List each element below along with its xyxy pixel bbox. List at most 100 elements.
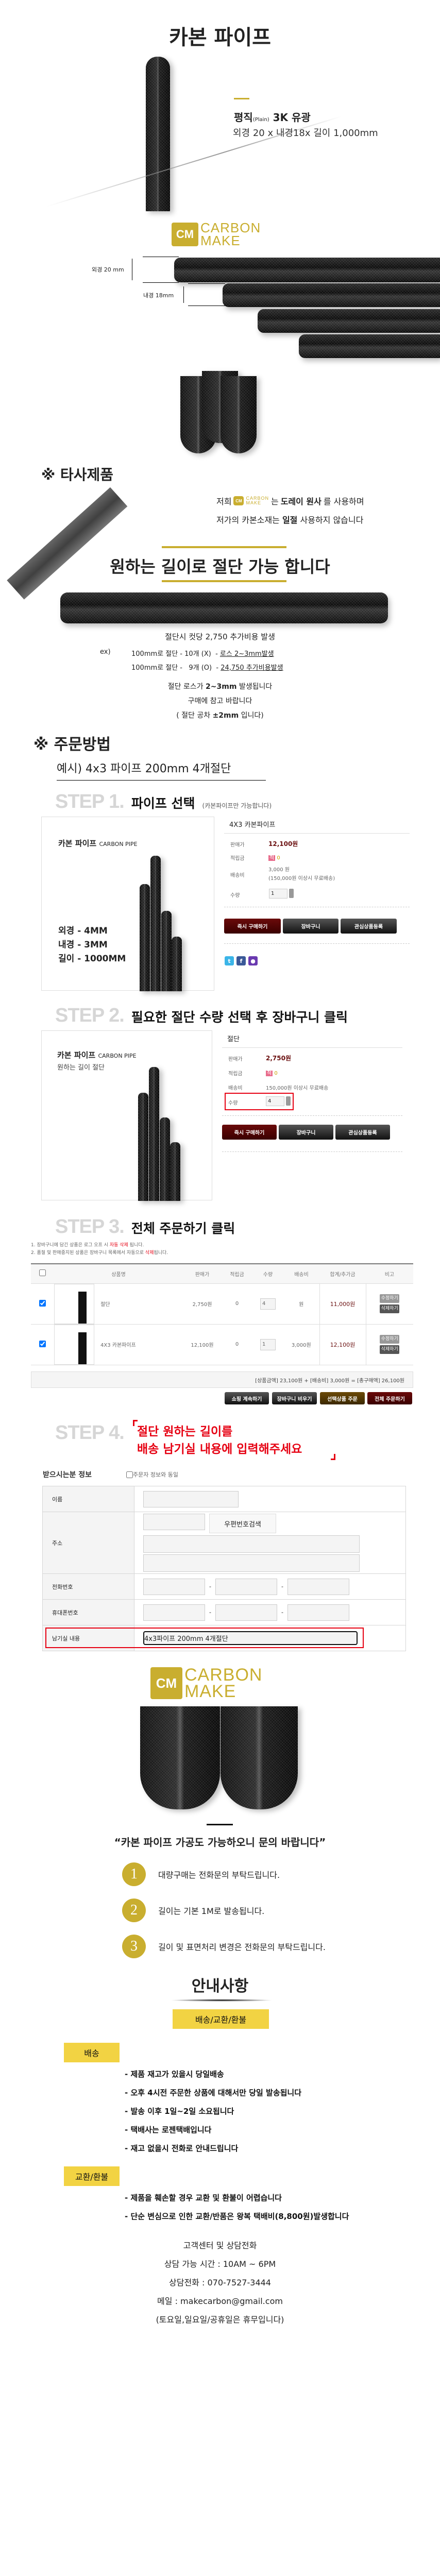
quantity-label: 수량 (230, 893, 240, 899)
price-label: 판매가 (230, 842, 245, 848)
contact-holiday: (토요일,일요일/공휴일은 휴무입니다) (156, 2315, 284, 2325)
contact-hours: 상담 가능 시간 : 10AM ~ 6PM (164, 2259, 276, 2269)
col-header: 배송비 (283, 1264, 319, 1284)
empty-cart-button[interactable]: 장바구니 비우기 (272, 1392, 317, 1404)
step-title: 파이프 선택 (131, 796, 195, 811)
spec-weave: 평직 (234, 111, 253, 124)
same-as-orderer-checkbox[interactable] (126, 1471, 133, 1478)
zipcode-input[interactable] (143, 1514, 205, 1530)
product-image-box: 카본 파이프 CARBON PIPE 원하는 길이 절단 (41, 1030, 212, 1201)
row-qty-input[interactable]: 1 (260, 1338, 276, 1350)
bracket-open (133, 1420, 138, 1426)
order-heading: ※ 주문방법 (33, 736, 111, 754)
quantity-stepper[interactable] (289, 889, 294, 898)
row-checkbox[interactable] (39, 1299, 46, 1307)
step-title: 전체 주문하기 클릭 (131, 1221, 235, 1236)
inline-logo: CM CARBON MAKE (233, 496, 269, 505)
logo-text-top: CARBON (184, 1665, 263, 1685)
drilled-pipe-image (140, 1706, 220, 1809)
logo-text-top: CARBON (246, 496, 269, 501)
buy-now-button[interactable]: 즉시 구매하기 (224, 919, 281, 934)
points-label: 적립금 (228, 1071, 243, 1077)
add-to-cart-button[interactable]: 장바구니 (279, 1125, 333, 1140)
mobile-input-3[interactable] (287, 1604, 349, 1621)
address-detail-input[interactable] (143, 1554, 360, 1572)
name-label: 이름 (42, 1486, 134, 1512)
logo-mark: CM (150, 1667, 182, 1700)
info-item: 3 길이 및 표면처리 변경은 전화문의 부탁드립니다. (122, 1935, 326, 1958)
spec-weave-en: (Plain) (252, 117, 269, 123)
step-number: STEP 3. (55, 1216, 125, 1238)
facebook-icon[interactable]: f (236, 956, 246, 965)
shipping-item: - 제품 재고가 있을시 당일배송 (125, 2070, 224, 2079)
wishlist-button[interactable]: 관심상품등록 (335, 1125, 390, 1140)
phone-input-3[interactable] (287, 1578, 349, 1595)
step-number: STEP 2. (55, 1005, 125, 1026)
image-title: 카본 파이프 (57, 1050, 96, 1060)
row-points: 0 (222, 1283, 252, 1325)
drilled-pipe-image (221, 1706, 298, 1809)
product-image-box: 카본 파이프 CARBON PIPE 외경 - 4MM 내경 - 3MM 길이 - … (41, 817, 214, 991)
row-checkbox[interactable] (39, 1340, 46, 1347)
address-input[interactable] (143, 1535, 360, 1553)
notice-tab: 배송/교환/환불 (173, 2009, 269, 2029)
row-name[interactable]: 4X3 카본파이프 (100, 1343, 136, 1348)
info-text: 대량구매는 전화문의 부탁드립니다. (158, 1870, 280, 1880)
text: 입니다) (241, 711, 264, 720)
phone-input-1[interactable] (143, 1578, 205, 1595)
text: 로스 2~3mm발생 (219, 650, 274, 658)
spec-finish: 3K 유광 (273, 111, 311, 124)
points-badge: 적 (266, 1071, 273, 1076)
brand-logo: CM CARBON MAKE (150, 1665, 263, 1700)
select-all-checkbox[interactable] (39, 1269, 46, 1277)
phone-input-2[interactable] (215, 1578, 277, 1595)
delete-button[interactable]: 삭제하기 (380, 1345, 400, 1354)
text: 100mm로 절단 - 9개 (O) (131, 664, 212, 672)
step-4-title: 절단 원하는 길이를 배송 남기실 내용에 입력해주세요 (137, 1423, 302, 1458)
wishlist-button[interactable]: 관심상품등록 (341, 919, 397, 934)
twitter-icon[interactable]: t (225, 956, 234, 965)
image-title-en: CARBON PIPE (98, 1053, 137, 1059)
outer-diameter-label: 외경 20 mm (92, 266, 124, 273)
continue-shopping-button[interactable]: 쇼핑 계속하기 (225, 1392, 269, 1404)
contact-title: 고객센터 및 상담전화 (183, 2241, 257, 2250)
mobile-input-1[interactable] (143, 1604, 205, 1621)
shipping-label: 배송비 (228, 1086, 243, 1091)
name-input[interactable] (143, 1490, 239, 1507)
order-all-button[interactable]: 전체 주문하기 (367, 1392, 412, 1404)
mobile-input-2[interactable] (215, 1604, 277, 1621)
inner-diameter-label: 내경 18mm (143, 292, 174, 299)
row-name[interactable]: 절단 (100, 1302, 110, 1308)
refund-badge: 교환/환불 (64, 2166, 120, 2186)
gold-rule (162, 546, 286, 548)
shipping-value: 150,000원 이상시 무료배송 (266, 1086, 329, 1091)
cut-pipe-image (60, 592, 388, 623)
logo-mark: CM (233, 496, 244, 505)
quantity-input[interactable]: 1 (269, 889, 287, 899)
add-to-cart-button[interactable]: 장바구니 (283, 919, 339, 934)
memo-input[interactable]: 4x3파이프 200mm 4개절단 (143, 1631, 358, 1645)
pipe (160, 1117, 170, 1201)
step-subtitle: (카본파이프만 가능합니다) (202, 802, 272, 809)
quantity-stepper[interactable] (286, 1096, 291, 1106)
edit-button[interactable]: 수정하기 (380, 1335, 400, 1344)
memo-label: 남기실 내용 (42, 1625, 134, 1651)
table-row: 절단 2,750원 0 4 원 11,000원 수정하기 삭제하기 (31, 1283, 413, 1325)
refund-item: - 제품을 훼손할 경우 교환 및 환불이 어렵습니다 (125, 2193, 282, 2202)
step-2-header: STEP 2. 필요한 절단 수량 선택 후 장바구니 클릭 (55, 1005, 348, 1027)
talk-icon[interactable]: ● (248, 956, 258, 965)
same-as-orderer[interactable]: 주문자 정보와 동일 (126, 1470, 178, 1479)
delete-button[interactable]: 삭제하기 (380, 1304, 400, 1313)
row-qty-input[interactable]: 4 (260, 1298, 276, 1310)
edit-button[interactable]: 수정하기 (380, 1294, 400, 1303)
number-badge-icon: 2 (122, 1899, 146, 1922)
pipe-4 (299, 334, 440, 358)
processing-quote: “카본 파이프 가공도 가능하오니 문의 바랍니다” (114, 1836, 326, 1849)
quantity-input[interactable]: 4 (266, 1096, 284, 1106)
text-bold: 일절 (282, 515, 298, 525)
text: 절단 로스가 (167, 683, 204, 691)
buy-now-button[interactable]: 즉시 구매하기 (222, 1125, 277, 1140)
zipcode-search-button[interactable]: 우편번호검색 (209, 1514, 276, 1533)
order-selected-button[interactable]: 선택상품 주문 (320, 1392, 365, 1404)
spec-inner: 내경 - 3MM (58, 940, 108, 950)
